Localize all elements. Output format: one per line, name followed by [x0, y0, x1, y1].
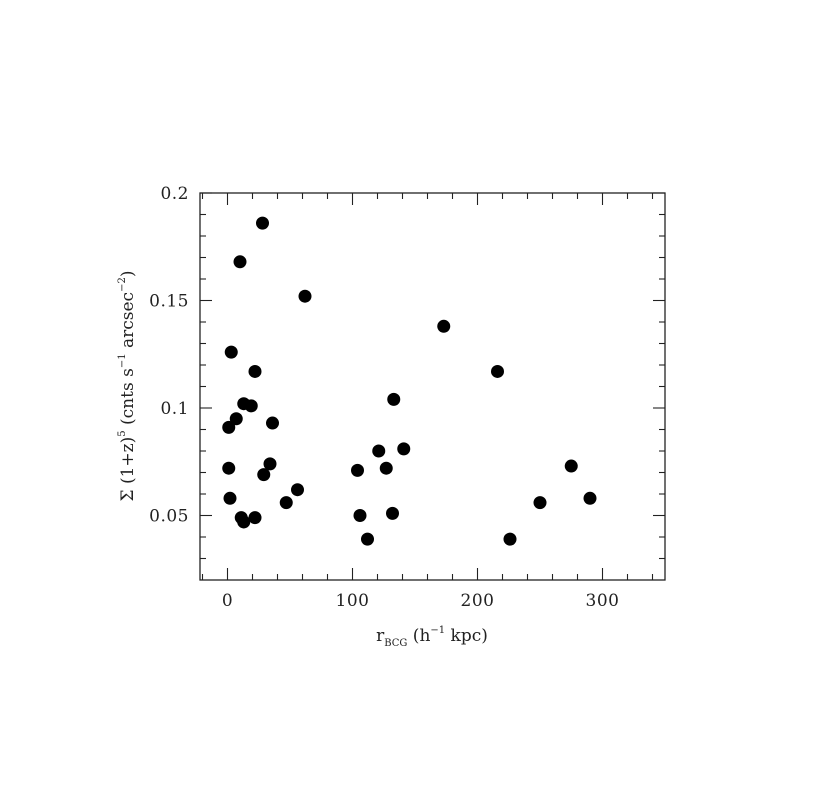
x-tick-label: 300 — [586, 591, 620, 611]
x-tick-label: 100 — [336, 591, 370, 611]
data-point — [564, 459, 578, 473]
x-axis-label-base: r — [376, 626, 385, 646]
data-point — [353, 509, 367, 522]
y-axis-label-part2: (cnts s — [118, 368, 138, 430]
data-point — [263, 457, 277, 471]
data-point — [257, 468, 271, 482]
data-point — [379, 461, 393, 475]
data-point — [298, 289, 312, 303]
data-point — [248, 364, 262, 378]
y-axis-label-sup2: −1 — [117, 353, 128, 368]
data-points — [222, 216, 597, 546]
x-axis-label: rBCG (h−1 kpc) — [376, 625, 488, 649]
plot-frame — [199, 192, 666, 581]
data-point — [233, 255, 247, 269]
data-point — [503, 532, 517, 546]
y-axis-label-part4: ) — [118, 271, 138, 278]
x-axis-label-tail: kpc) — [445, 626, 488, 646]
x-axis-label-sup: −1 — [430, 625, 445, 636]
y-axis-label: Σ (1+z)5 (cnts s−1 arcsec−2) — [117, 271, 138, 502]
data-point — [266, 416, 279, 430]
y-axis-label-part3: arcsec — [118, 292, 138, 354]
data-point — [223, 491, 237, 505]
data-point — [237, 515, 251, 529]
y-axis-label-part1: Σ (1+z) — [118, 437, 138, 502]
data-point — [279, 496, 293, 510]
axis-tick-labels: 0 100 200 300 0.05 0.1 0.15 0.2 — [149, 184, 619, 611]
data-point — [222, 461, 236, 475]
x-axis-label-rest: (h — [407, 626, 430, 646]
y-tick-label: 0.05 — [149, 507, 189, 527]
data-point — [361, 532, 374, 546]
data-point — [437, 319, 451, 333]
data-point — [397, 442, 411, 456]
data-point — [248, 511, 262, 525]
data-point — [256, 216, 269, 230]
data-point — [533, 496, 547, 510]
data-point — [372, 444, 386, 458]
x-axis-label-sub: BCG — [384, 638, 407, 649]
data-point — [583, 491, 597, 505]
y-tick-label: 0.2 — [160, 184, 189, 204]
data-point — [491, 364, 504, 378]
data-point — [244, 399, 258, 413]
data-point — [222, 420, 236, 434]
x-tick-label: 0 — [222, 591, 233, 611]
axis-ticks — [200, 192, 665, 580]
y-tick-label: 0.15 — [149, 292, 189, 312]
x-tick-label: 200 — [461, 591, 495, 611]
data-point — [224, 345, 238, 359]
y-axis-label-sup1: 5 — [117, 430, 128, 436]
data-point — [229, 412, 243, 426]
data-point — [351, 463, 364, 477]
data-point — [291, 483, 304, 497]
data-point — [387, 392, 401, 406]
y-tick-label: 0.1 — [160, 399, 189, 419]
data-point — [386, 506, 399, 520]
y-axis-label-sup3: −2 — [117, 277, 128, 292]
